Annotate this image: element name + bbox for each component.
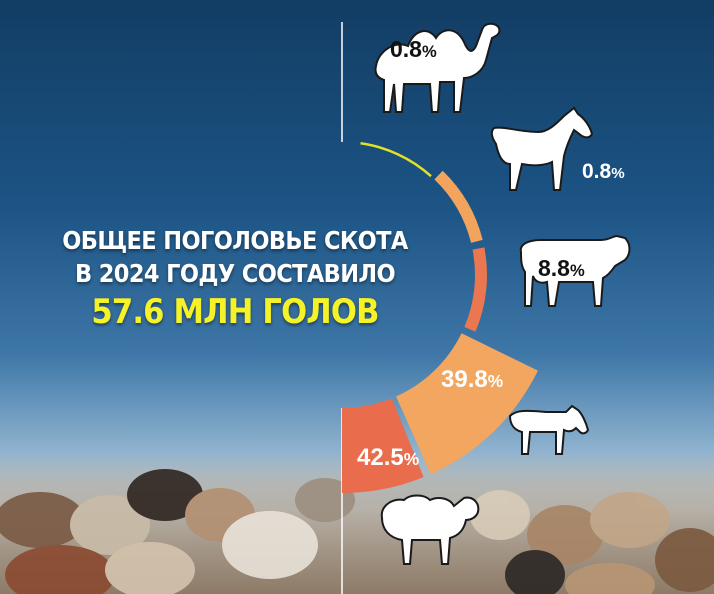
- cow-icon: [519, 234, 631, 307]
- slice-horse: [434, 170, 483, 243]
- headline-total: 57.6 МЛН ГОЛОВ: [91, 292, 379, 332]
- headline-line-1: ОБЩЕЕ ПОГОЛОВЬЕ СКОТА: [62, 226, 408, 255]
- goat-icon: [508, 404, 590, 455]
- slice-camel: [360, 142, 432, 178]
- slice-label-camel: 0.8%: [390, 36, 437, 62]
- slice-label-goat: 39.8%: [441, 366, 504, 393]
- slice-cow: [464, 247, 487, 332]
- slice-label-sheep: 42.5%: [357, 444, 420, 471]
- headline-line-2: В 2024 ГОДУ СОСТАВИЛО: [74, 259, 396, 288]
- slice-label-cow: 8.8%: [538, 255, 585, 281]
- camel-icon: [374, 22, 501, 113]
- slice-goat: [396, 333, 538, 475]
- sheep-icon: [380, 494, 480, 565]
- slice-sheep: [342, 398, 424, 493]
- horse-icon: [490, 106, 594, 191]
- slice-label-horse: 0.8%: [582, 160, 625, 183]
